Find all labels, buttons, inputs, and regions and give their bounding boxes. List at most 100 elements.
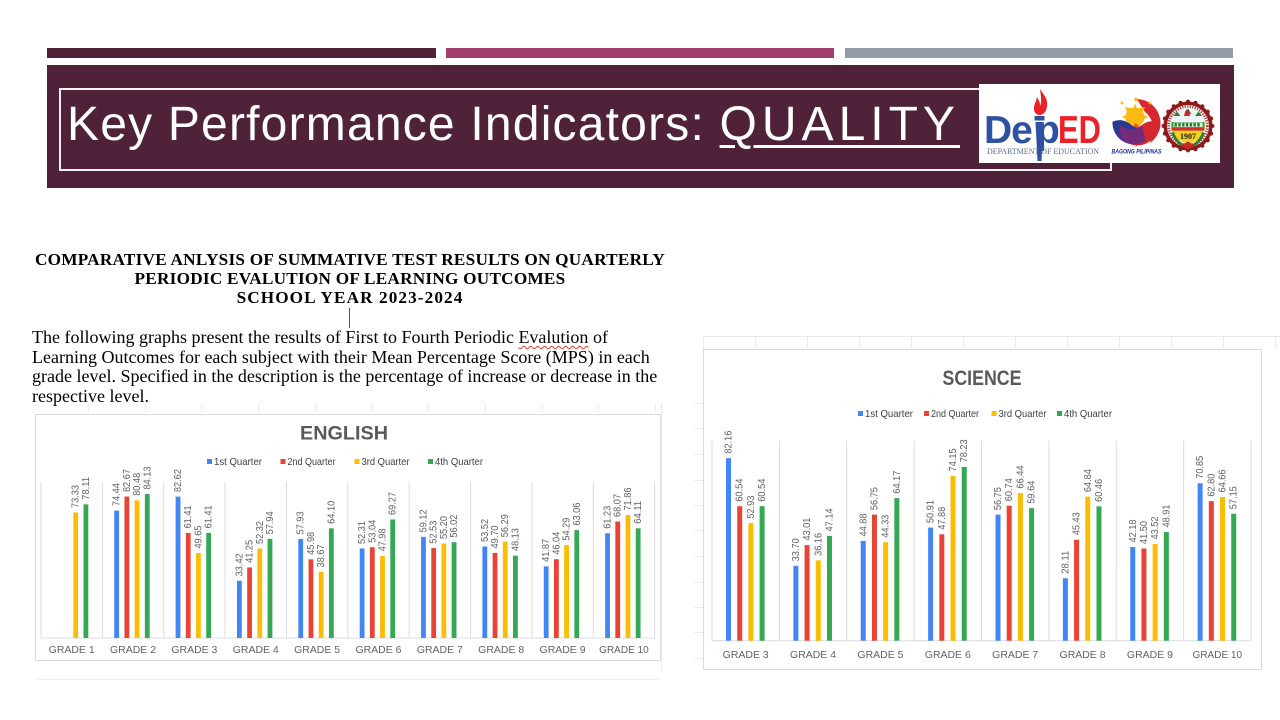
svg-text:41.87: 41.87 [541, 538, 552, 561]
svg-text:BAGONG PILIPINAS: BAGONG PILIPINAS [1112, 150, 1162, 156]
svg-text:2nd Quarter: 2nd Quarter [931, 408, 979, 420]
svg-text:ED: ED [1058, 109, 1101, 152]
svg-text:52.31: 52.31 [357, 521, 368, 544]
svg-text:GRADE 1: GRADE 1 [49, 645, 95, 656]
svg-text:70.85: 70.85 [1195, 455, 1206, 478]
svg-text:48.91: 48.91 [1161, 504, 1172, 527]
svg-text:82.16: 82.16 [724, 430, 735, 453]
svg-text:61.41: 61.41 [204, 505, 215, 528]
svg-text:59.64: 59.64 [1027, 480, 1038, 503]
svg-text:64.66: 64.66 [1218, 469, 1229, 492]
svg-text:64.11: 64.11 [633, 500, 644, 523]
svg-text:De: De [984, 109, 1032, 152]
svg-text:GRADE 7: GRADE 7 [992, 650, 1038, 661]
svg-text:71.86: 71.86 [623, 487, 634, 510]
svg-text:GRADE 3: GRADE 3 [171, 645, 217, 656]
svg-text:41.50: 41.50 [1139, 521, 1150, 544]
svg-text:60.46: 60.46 [1094, 478, 1105, 501]
svg-text:73.33: 73.33 [71, 485, 82, 508]
svg-text:68.07: 68.07 [613, 494, 624, 517]
svg-text:GRADE 10: GRADE 10 [599, 645, 649, 656]
svg-text:57.15: 57.15 [1229, 486, 1240, 509]
svg-text:36.16: 36.16 [813, 532, 824, 555]
svg-text:56.02: 56.02 [449, 514, 460, 537]
svg-text:GRADE 8: GRADE 8 [478, 645, 524, 656]
svg-text:GRADE 9: GRADE 9 [1127, 650, 1173, 661]
svg-text:43.01: 43.01 [802, 517, 813, 540]
svg-text:57.94: 57.94 [265, 511, 276, 534]
svg-text:63.06: 63.06 [572, 502, 583, 525]
svg-text:42.18: 42.18 [1128, 519, 1139, 542]
svg-text:38.67: 38.67 [316, 544, 327, 567]
svg-text:53.52: 53.52 [480, 519, 491, 542]
svg-text:43.52: 43.52 [1150, 516, 1161, 539]
svg-text:48.13: 48.13 [510, 528, 521, 551]
svg-text:28.11: 28.11 [1060, 550, 1071, 573]
svg-text:82.62: 82.62 [173, 469, 184, 492]
svg-text:1st Quarter: 1st Quarter [865, 408, 913, 420]
svg-text:GRADE 8: GRADE 8 [1060, 650, 1106, 661]
svg-text:46.04: 46.04 [551, 531, 562, 554]
svg-text:47.14: 47.14 [824, 508, 835, 531]
svg-text:64.10: 64.10 [326, 500, 337, 523]
svg-text:GRADE 5: GRADE 5 [857, 650, 903, 661]
svg-text:GRADE 6: GRADE 6 [925, 650, 971, 661]
svg-text:33.42: 33.42 [234, 553, 245, 576]
svg-text:69.27: 69.27 [388, 492, 399, 515]
svg-text:GRADE 4: GRADE 4 [790, 650, 836, 661]
svg-text:56.29: 56.29 [500, 514, 511, 537]
svg-text:66.44: 66.44 [1015, 465, 1026, 488]
svg-text:61.23: 61.23 [603, 505, 614, 528]
svg-text:33.70: 33.70 [791, 538, 802, 561]
svg-text:GRADE 6: GRADE 6 [355, 645, 401, 656]
svg-text:49.70: 49.70 [490, 525, 501, 548]
svg-text:64.17: 64.17 [892, 470, 903, 493]
svg-text:41.25: 41.25 [245, 540, 256, 563]
svg-text:GRADE 2: GRADE 2 [110, 645, 156, 656]
svg-text:44.33: 44.33 [881, 514, 892, 537]
svg-text:52.32: 52.32 [255, 521, 266, 544]
svg-text:GRADE 7: GRADE 7 [417, 645, 463, 656]
svg-text:56.75: 56.75 [993, 487, 1004, 510]
svg-text:GRADE 3: GRADE 3 [723, 650, 769, 661]
svg-text:3rd Quarter: 3rd Quarter [362, 456, 410, 468]
svg-text:60.74: 60.74 [1004, 478, 1015, 501]
svg-text:50.91: 50.91 [926, 500, 937, 523]
svg-text:4th Quarter: 4th Quarter [1064, 408, 1112, 420]
svg-text:GRADE 10: GRADE 10 [1193, 650, 1243, 661]
svg-text:GRADE 5: GRADE 5 [294, 645, 340, 656]
svg-text:55.20: 55.20 [439, 516, 450, 539]
svg-text:78.23: 78.23 [959, 439, 970, 462]
svg-text:52.93: 52.93 [746, 495, 757, 518]
svg-text:4th Quarter: 4th Quarter [435, 456, 483, 468]
svg-text:3rd Quarter: 3rd Quarter [999, 408, 1047, 420]
svg-text:49.65: 49.65 [193, 525, 204, 548]
svg-text:53.04: 53.04 [367, 519, 378, 542]
svg-text:61.41: 61.41 [183, 505, 194, 528]
svg-text:84.13: 84.13 [142, 466, 153, 489]
svg-text:62.80: 62.80 [1206, 473, 1217, 496]
svg-text:45.43: 45.43 [1072, 512, 1083, 535]
svg-text:74.44: 74.44 [112, 483, 123, 506]
svg-text:47.98: 47.98 [378, 528, 389, 551]
svg-text:60.54: 60.54 [757, 478, 768, 501]
svg-text:80.48: 80.48 [132, 472, 143, 495]
svg-text:SCIENCE: SCIENCE [943, 367, 1022, 390]
svg-text:DEPARTMENT OF EDUCATION: DEPARTMENT OF EDUCATION [987, 146, 1099, 156]
svg-text:56.75: 56.75 [869, 487, 880, 510]
svg-text:45.98: 45.98 [306, 531, 317, 554]
svg-text:GRADE 9: GRADE 9 [540, 645, 586, 656]
svg-text:59.12: 59.12 [418, 509, 429, 532]
svg-text:1907: 1907 [1180, 132, 1196, 141]
svg-text:44.88: 44.88 [858, 513, 869, 536]
svg-text:82.67: 82.67 [122, 469, 133, 492]
svg-text:ENGLISH: ENGLISH [300, 423, 388, 444]
svg-text:74.15: 74.15 [948, 448, 959, 471]
svg-text:47.88: 47.88 [937, 506, 948, 529]
svg-text:78.11: 78.11 [81, 476, 92, 499]
svg-text:60.54: 60.54 [735, 478, 746, 501]
svg-text:2nd Quarter: 2nd Quarter [288, 456, 336, 468]
svg-text:64.84: 64.84 [1083, 469, 1094, 492]
svg-text:52.53: 52.53 [429, 520, 440, 543]
svg-text:57.93: 57.93 [296, 511, 307, 534]
